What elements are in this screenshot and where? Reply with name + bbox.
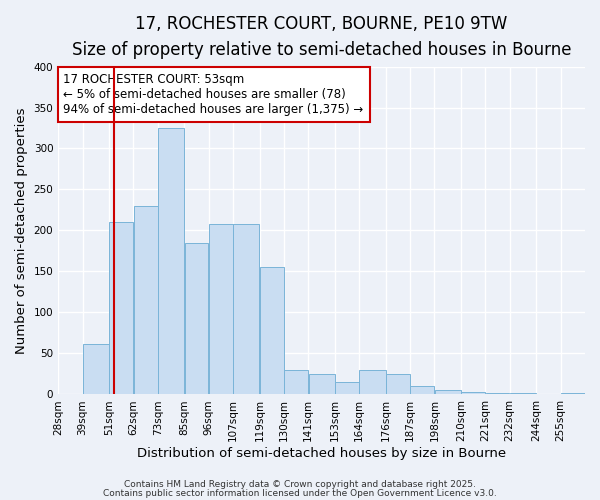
Bar: [335, 382, 359, 394]
Bar: [410, 386, 434, 394]
Bar: [209, 224, 233, 394]
Text: Contains HM Land Registry data © Crown copyright and database right 2025.: Contains HM Land Registry data © Crown c…: [124, 480, 476, 489]
Bar: [233, 224, 259, 394]
Bar: [134, 206, 158, 394]
Bar: [260, 268, 284, 394]
X-axis label: Distribution of semi-detached houses by size in Bourne: Distribution of semi-detached houses by …: [137, 447, 506, 460]
Bar: [308, 374, 335, 394]
Bar: [386, 374, 410, 394]
Bar: [510, 393, 536, 394]
Text: 17 ROCHESTER COURT: 53sqm
← 5% of semi-detached houses are smaller (78)
94% of s: 17 ROCHESTER COURT: 53sqm ← 5% of semi-d…: [64, 73, 364, 116]
Bar: [435, 390, 461, 394]
Bar: [461, 392, 485, 394]
Bar: [359, 370, 386, 394]
Bar: [561, 393, 585, 394]
Title: 17, ROCHESTER COURT, BOURNE, PE10 9TW
Size of property relative to semi-detached: 17, ROCHESTER COURT, BOURNE, PE10 9TW Si…: [72, 15, 571, 60]
Y-axis label: Number of semi-detached properties: Number of semi-detached properties: [15, 107, 28, 354]
Bar: [284, 370, 308, 394]
Bar: [83, 344, 109, 394]
Bar: [109, 222, 133, 394]
Bar: [485, 393, 509, 394]
Bar: [185, 243, 208, 394]
Text: Contains public sector information licensed under the Open Government Licence v3: Contains public sector information licen…: [103, 488, 497, 498]
Bar: [158, 128, 184, 394]
